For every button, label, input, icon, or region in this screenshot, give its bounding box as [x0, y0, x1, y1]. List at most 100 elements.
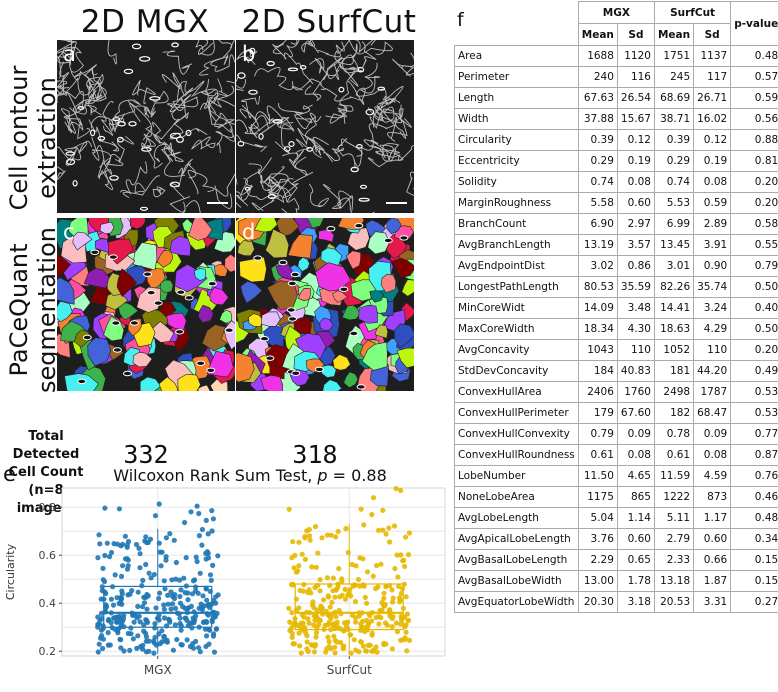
cell-contour-line [208, 96, 235, 108]
stomata-mark [111, 320, 121, 326]
data-point [156, 631, 162, 637]
data-point [389, 587, 395, 593]
stomata-mark [89, 129, 96, 137]
cell-mgx-sd: 0.60 [616, 528, 655, 550]
cell-contour-line [199, 40, 233, 76]
cell-contour-line [122, 175, 161, 198]
row-label-contour: Cell contour extraction [5, 38, 61, 238]
data-point [196, 645, 202, 651]
data-point [211, 631, 217, 637]
data-point [128, 625, 134, 631]
data-point [112, 572, 118, 578]
cell-mgx-sd: 0.08 [616, 171, 655, 193]
cell-contour-line [65, 140, 93, 166]
row-name: BranchCount [454, 213, 579, 235]
cell-mgx-mean: 1688 [577, 45, 618, 67]
data-point [211, 649, 218, 655]
data-point [317, 588, 323, 594]
data-point [102, 552, 108, 559]
cell-mgx-sd: 1760 [616, 381, 655, 403]
cell-surfcut-mean: 13.45 [653, 234, 695, 256]
stomata-mark [129, 320, 139, 326]
stomata-mark [82, 334, 92, 341]
data-point [117, 636, 123, 642]
data-point [374, 562, 380, 569]
cell-contour-line [241, 163, 262, 196]
cell-contour-line [214, 173, 235, 209]
data-point [140, 646, 146, 652]
stomata-mark [72, 180, 78, 187]
cell-mgx-mean: 0.61 [577, 444, 618, 466]
cell-contour-line [210, 54, 235, 72]
segmented-cell [322, 379, 342, 391]
cell-contour-line [325, 80, 355, 119]
row-name: Solidity [454, 171, 579, 193]
cell-contour-line [161, 72, 182, 101]
segmented-cell [391, 257, 414, 279]
cell-contour-line [334, 40, 376, 66]
data-point [323, 649, 329, 655]
cell-surfcut-sd: 0.59 [693, 192, 732, 214]
cell-contour-line [372, 106, 395, 128]
segmented-cell [275, 263, 293, 281]
data-point [393, 620, 399, 626]
data-point [369, 512, 375, 518]
cell-surfcut-sd: 110 [693, 339, 732, 361]
stomata-mark [237, 140, 245, 147]
data-point [187, 620, 193, 626]
data-point [139, 583, 145, 589]
data-point [313, 634, 319, 640]
cell-contour-line [86, 80, 107, 102]
cell-contour-line [281, 152, 308, 176]
data-point [324, 575, 330, 581]
data-point [103, 605, 109, 611]
cell-surfcut-sd: 1.87 [693, 570, 732, 592]
plot-title-p: p [317, 466, 328, 485]
data-point [107, 642, 113, 648]
cell-contour-line [59, 40, 76, 43]
x-tick-label: SurfCut [327, 663, 372, 677]
row-label-contour-line1: Cell contour [5, 65, 33, 211]
table-row: AvgBasalLobeWidth 13.00 1.78 13.18 1.87 0.15 [454, 570, 778, 592]
data-point [137, 619, 143, 625]
data-point [147, 536, 154, 542]
data-point [357, 583, 363, 589]
data-point [127, 591, 133, 597]
cell-mgx-sd: 1120 [616, 45, 655, 67]
cell-contour-line [337, 138, 363, 169]
data-point [374, 649, 380, 655]
data-point [146, 570, 152, 576]
data-point [355, 576, 362, 583]
data-point [119, 601, 125, 607]
cell-surfcut-sd: 16.02 [693, 108, 732, 130]
cell-contour-line [109, 117, 125, 133]
cell-contour-line [375, 96, 396, 112]
cell-contour-line [57, 166, 66, 181]
count-surfcut: 318 [292, 440, 338, 469]
data-point [164, 639, 170, 645]
data-point [169, 577, 175, 583]
data-point [378, 615, 384, 621]
plot-title-prefix: Wilcoxon Rank Sum Test, [113, 466, 318, 485]
segmented-cell [57, 300, 73, 322]
data-point [167, 531, 173, 537]
cell-contour-line [201, 78, 228, 97]
cell-contour-line [336, 57, 361, 81]
panel-a-mgx-contour: a [57, 40, 235, 213]
data-point [182, 519, 188, 526]
data-point [121, 613, 127, 619]
data-point [168, 589, 174, 595]
data-point [364, 569, 371, 575]
cell-contour-line [236, 73, 240, 82]
row-name: ConvexHullArea [454, 381, 579, 403]
cell-contour-line [266, 105, 294, 130]
cell-pvalue: 0.48 [730, 45, 778, 67]
cell-mgx-mean: 18.34 [577, 318, 618, 340]
cell-contour-line [348, 40, 393, 55]
data-point [367, 642, 373, 648]
row-name: AvgBasalLobeWidth [454, 570, 579, 592]
segmented-cell [116, 268, 137, 297]
data-point [337, 594, 343, 600]
segmented-cell [248, 313, 264, 327]
table-row: Circularity 0.39 0.12 0.39 0.12 0.88 [454, 129, 778, 151]
